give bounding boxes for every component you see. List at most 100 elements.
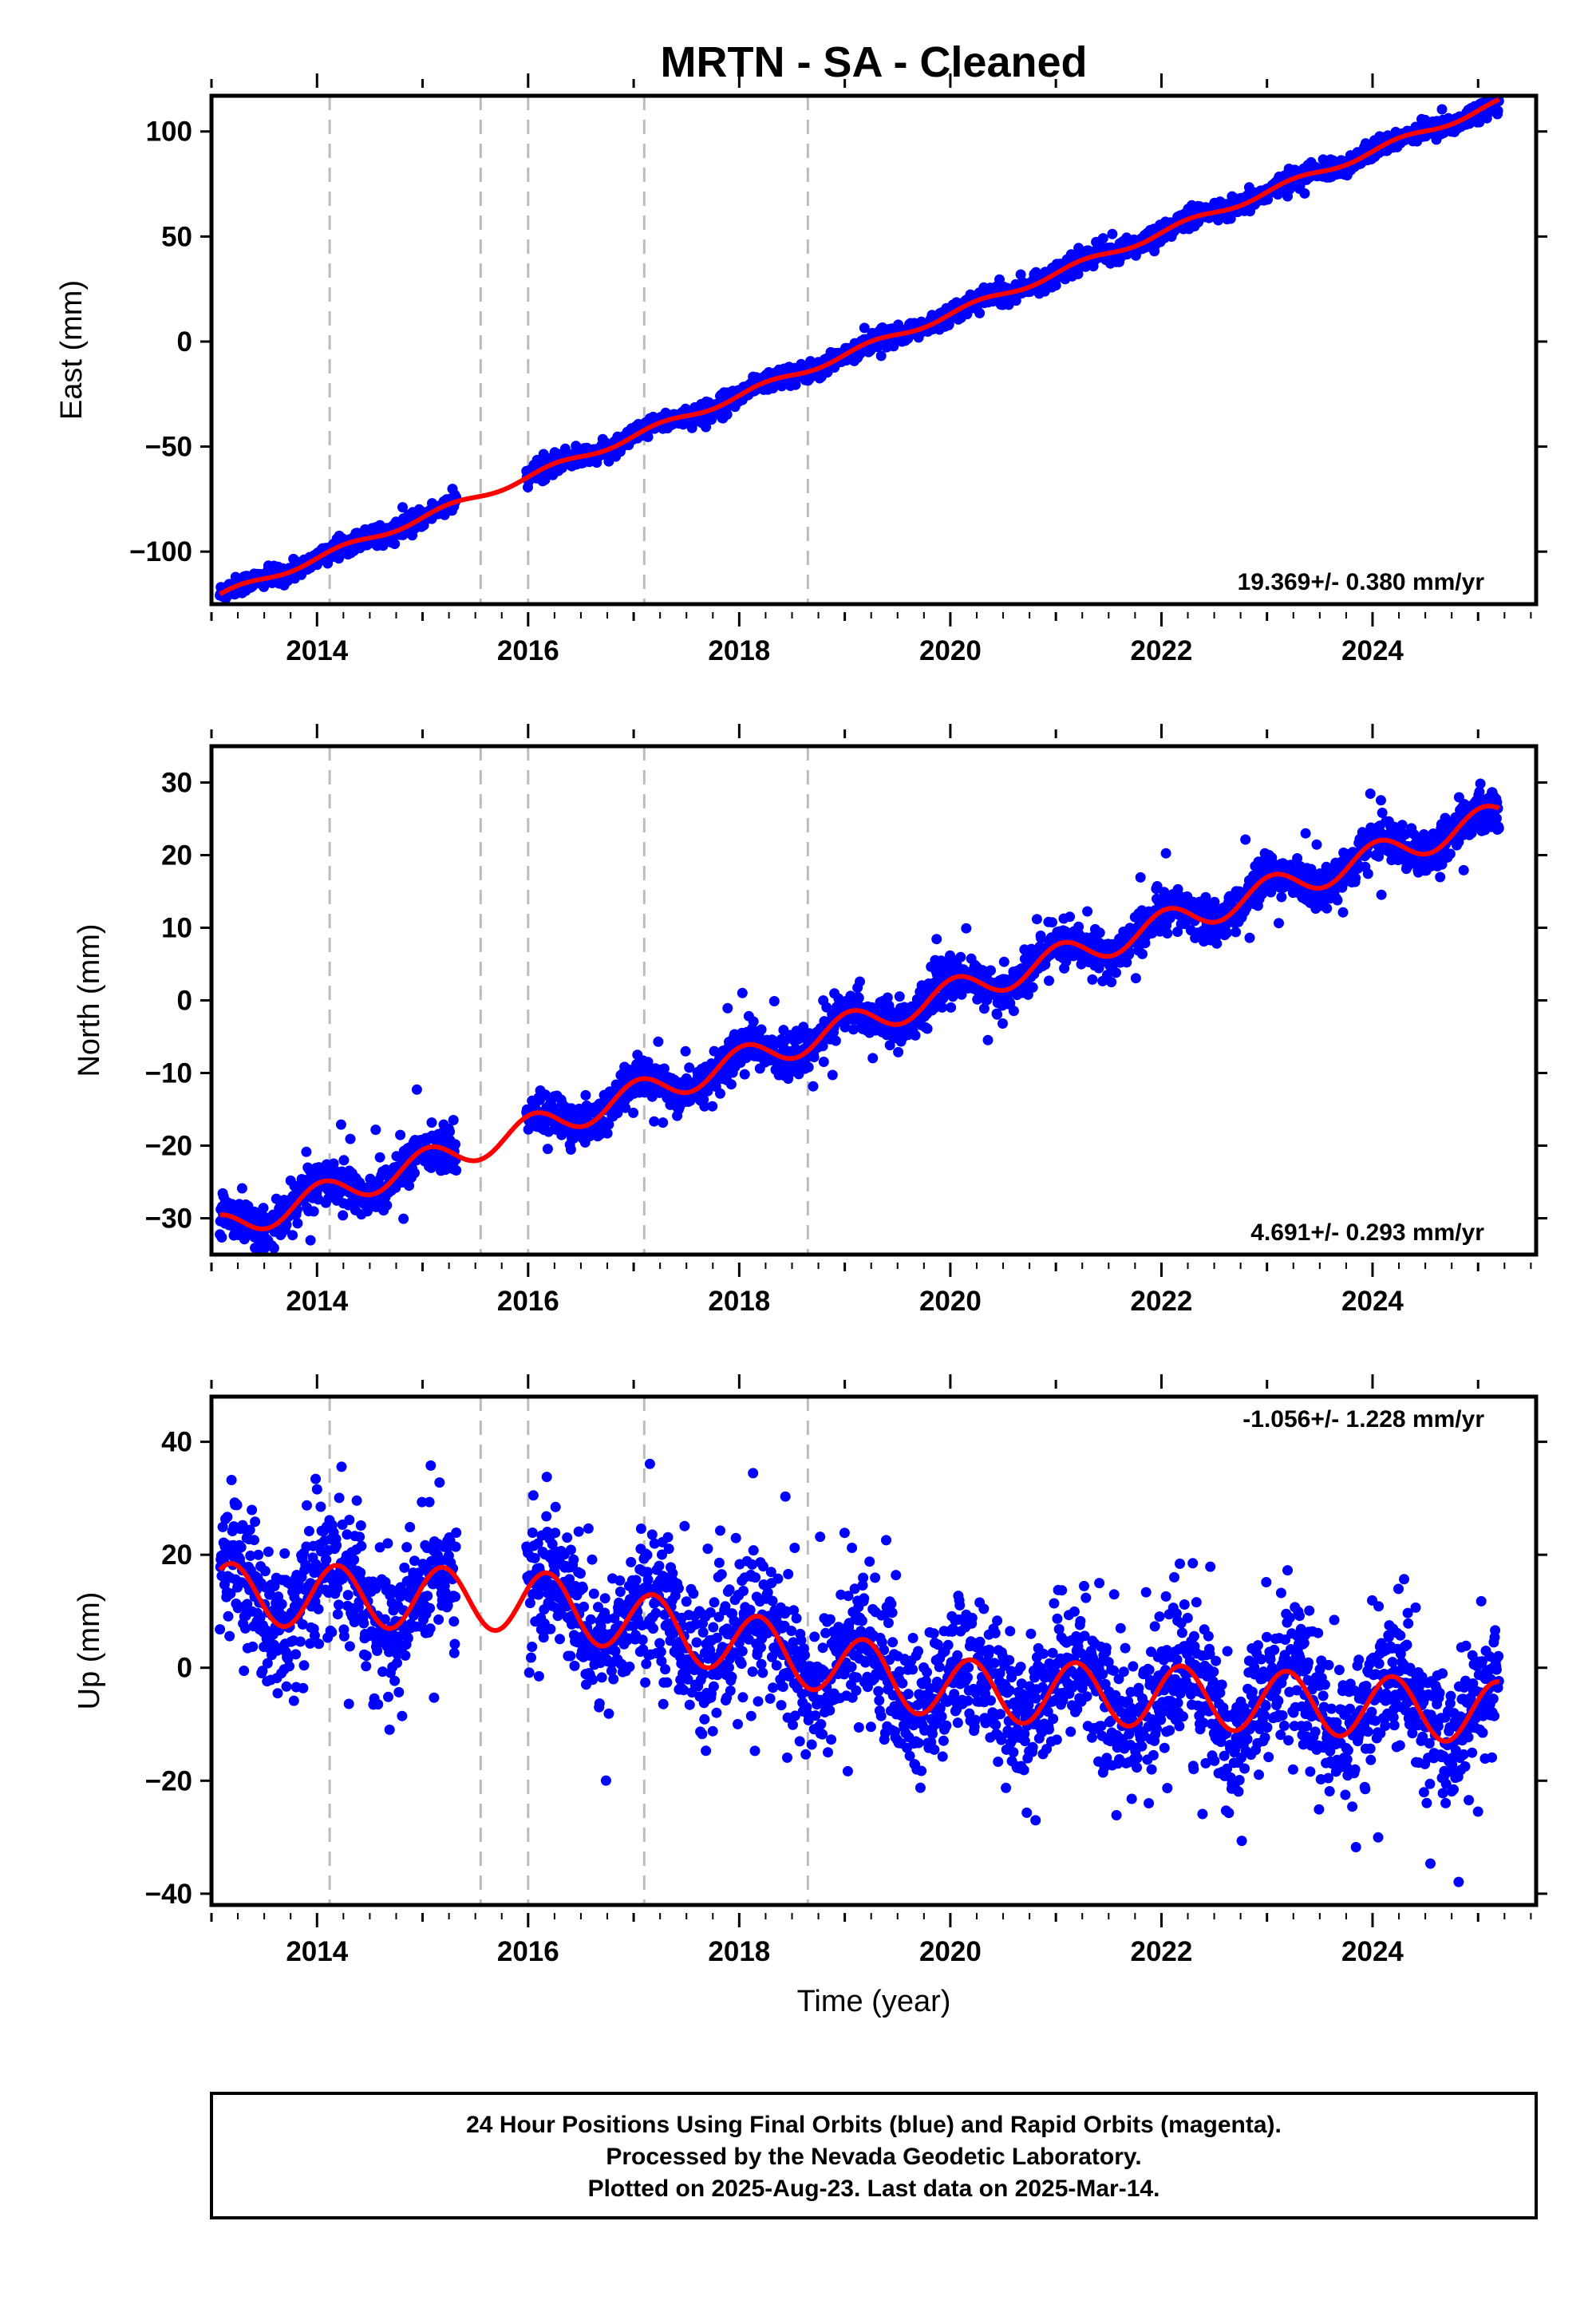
- data-point: [986, 965, 996, 976]
- data-point: [910, 1030, 921, 1041]
- data-point: [1222, 927, 1233, 939]
- data-point: [855, 976, 865, 987]
- data-point: [236, 1183, 247, 1194]
- data-point: [268, 1243, 279, 1254]
- data-point: [830, 1035, 841, 1046]
- y-tick-label: 0: [177, 326, 192, 358]
- data-point: [756, 1024, 767, 1035]
- data-point: [451, 1165, 462, 1176]
- data-point: [998, 956, 1009, 967]
- data-point: [389, 539, 401, 549]
- data-point: [768, 996, 780, 1006]
- data-point: [894, 991, 905, 1002]
- data-point: [721, 409, 733, 420]
- data-point: [1073, 268, 1084, 279]
- data-point: [1240, 834, 1251, 845]
- data-point: [426, 1117, 437, 1128]
- y-tick-label: −100: [129, 536, 192, 567]
- data-point: [642, 432, 654, 442]
- rate-label: 19.369+/- 0.380 mm/yr: [1238, 569, 1485, 595]
- data-point: [395, 1129, 406, 1140]
- data-point: [270, 1255, 280, 1266]
- data-point: [725, 1079, 737, 1090]
- data-point: [680, 1045, 691, 1057]
- data-point: [1160, 848, 1171, 859]
- x-tick-label: 2016: [497, 635, 559, 666]
- data-point: [1087, 974, 1098, 985]
- data-point: [1332, 895, 1343, 906]
- data-point: [602, 1128, 613, 1139]
- data-point: [748, 1016, 759, 1027]
- data-point: [1274, 918, 1284, 929]
- data-point: [448, 1115, 459, 1125]
- data-point: [292, 1218, 303, 1229]
- data-point: [1015, 269, 1026, 280]
- data-point: [411, 1084, 422, 1095]
- data-point: [308, 1206, 319, 1217]
- data-point: [931, 934, 942, 945]
- data-point: [808, 1052, 820, 1063]
- data-point: [335, 1119, 346, 1130]
- data-point: [808, 1081, 819, 1092]
- data-point: [1031, 914, 1042, 925]
- data-point: [1082, 906, 1093, 917]
- data-point: [1299, 188, 1310, 199]
- x-tick-label: 2020: [919, 635, 982, 666]
- data-point: [305, 1235, 316, 1246]
- data-point: [397, 502, 408, 513]
- data-point: [1044, 975, 1054, 986]
- data-point: [739, 1069, 750, 1080]
- data-point: [875, 350, 887, 362]
- data-point: [1211, 938, 1223, 949]
- data-point: [565, 1144, 576, 1155]
- data-point: [338, 1210, 349, 1221]
- data-point: [1311, 839, 1322, 850]
- data-point: [1050, 280, 1061, 290]
- x-tick-label: 2022: [1131, 635, 1193, 666]
- data-point: [707, 1101, 718, 1112]
- data-point: [1276, 891, 1287, 903]
- data-point: [338, 1155, 350, 1166]
- data-point: [922, 1023, 933, 1034]
- data-point: [1244, 932, 1255, 943]
- data-point: [398, 1213, 409, 1224]
- data-point: [827, 1069, 838, 1081]
- data-point: [992, 1009, 1003, 1020]
- data-point: [264, 1265, 275, 1275]
- data-point: [374, 1152, 385, 1163]
- data-point: [867, 1053, 879, 1064]
- data-point: [345, 1133, 356, 1144]
- data-point: [961, 923, 972, 934]
- data-points: [215, 778, 1504, 1275]
- chart-title: MRTN - SA - Cleaned: [660, 38, 1087, 86]
- data-point: [859, 322, 870, 334]
- y-tick-label: −50: [145, 432, 192, 463]
- data-point: [701, 421, 712, 433]
- data-point: [982, 1034, 994, 1045]
- data-point: [450, 1139, 460, 1150]
- data-point: [580, 1089, 591, 1101]
- data-point: [946, 1002, 957, 1013]
- data-point: [1107, 228, 1118, 239]
- data-point: [653, 1036, 664, 1047]
- data-point: [258, 1203, 269, 1214]
- data-point: [715, 1088, 725, 1099]
- data-point: [216, 1232, 227, 1243]
- data-point: [301, 1146, 312, 1157]
- panel-frame: [209, 93, 1539, 607]
- data-point: [539, 474, 551, 485]
- data-point: [1321, 903, 1333, 914]
- y-tick-label: 50: [161, 221, 192, 252]
- data-point: [542, 1144, 553, 1155]
- data-point: [998, 1018, 1008, 1029]
- data-point: [974, 307, 986, 318]
- data-point: [628, 1107, 639, 1118]
- model-curve: [219, 97, 1500, 597]
- data-point: [1027, 982, 1038, 993]
- data-point: [1065, 911, 1076, 923]
- data-point: [1106, 977, 1117, 988]
